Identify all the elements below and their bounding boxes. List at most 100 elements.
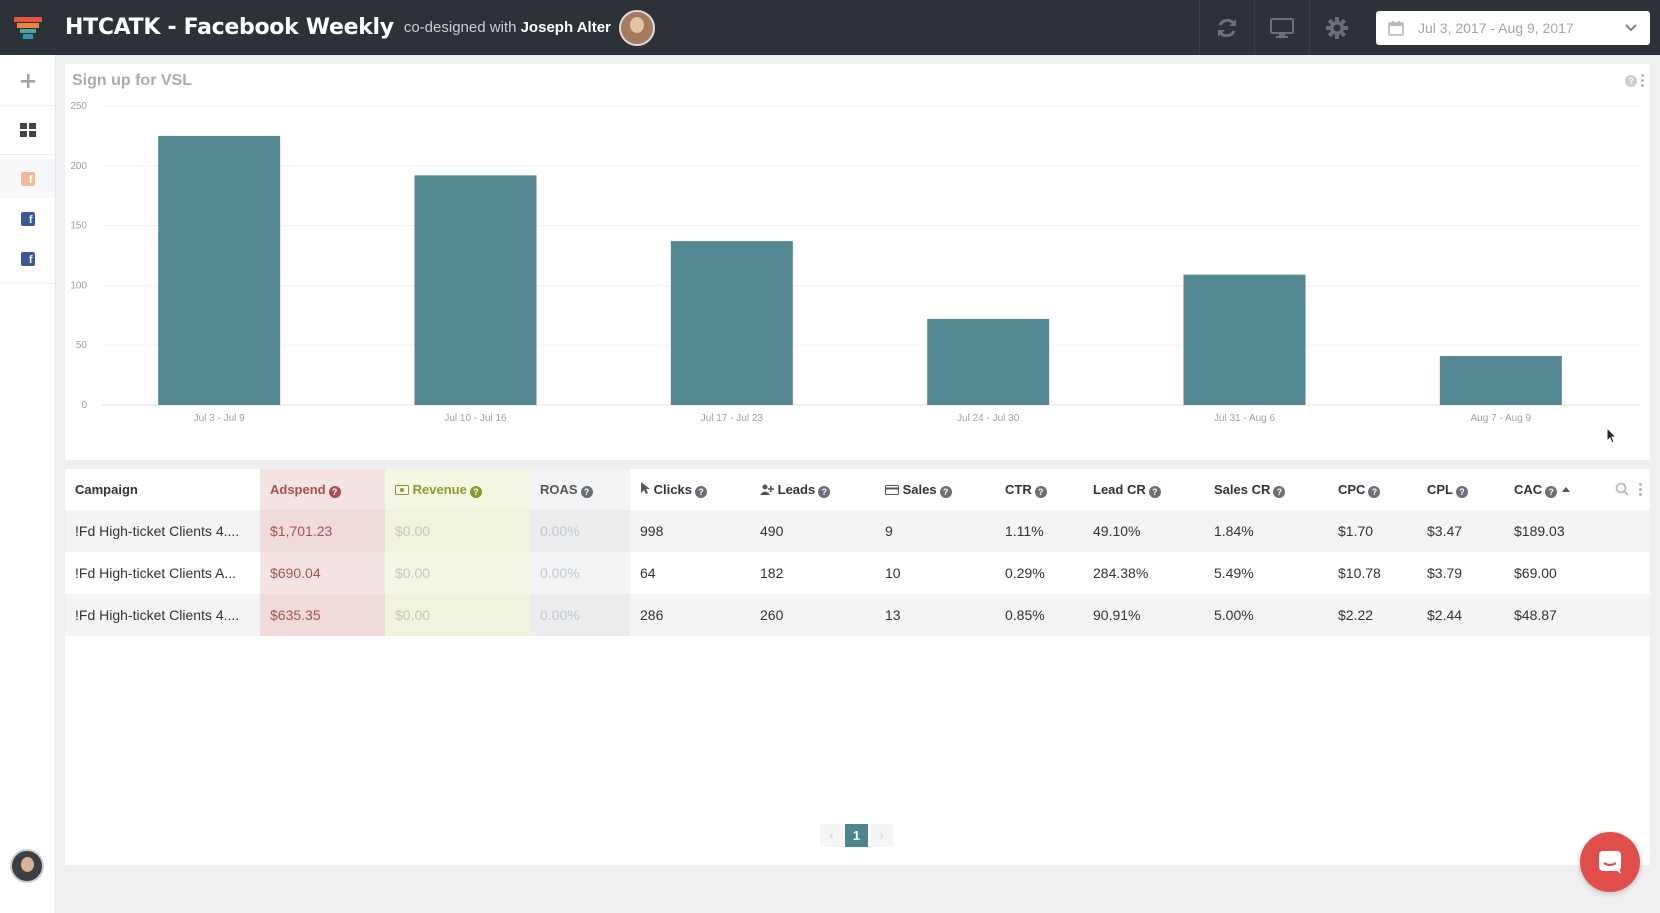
cell-adspend: $1,701.23 — [260, 510, 385, 552]
column-header-cpl[interactable]: CPL? — [1417, 469, 1504, 510]
calendar-icon — [1388, 20, 1404, 36]
bar — [927, 318, 1050, 405]
cell-campaign[interactable]: !Fd High-ticket Clients 4.... — [65, 594, 260, 636]
sidebar-item-dashboard[interactable] — [0, 110, 55, 150]
settings-button[interactable] — [1309, 0, 1364, 55]
plus-icon — [20, 74, 35, 88]
help-icon[interactable]: ? — [1273, 485, 1286, 498]
next-page-button[interactable]: › — [870, 824, 893, 847]
x-tick-label: Aug 7 - Aug 9 — [1471, 413, 1532, 424]
top-bar: HTCATK - Facebook Weekly co-designed wit… — [0, 0, 1660, 55]
chart-title: Sign up for VSL — [72, 72, 192, 89]
dashboard-title: HTCATK - Facebook Weekly — [65, 15, 394, 40]
cell-roas: 0.00% — [530, 552, 630, 594]
help-icon[interactable]: ? — [580, 485, 593, 498]
refresh-icon — [1218, 18, 1236, 37]
help-icon[interactable]: ? — [1034, 485, 1047, 498]
help-icon[interactable]: ? — [328, 485, 341, 498]
help-icon[interactable]: ? — [1625, 74, 1637, 87]
sidebar-divider — [0, 105, 55, 106]
cell-sales-cr: 5.49% — [1214, 565, 1254, 581]
help-icon[interactable]: ? — [818, 485, 831, 498]
cell-cpl: $2.44 — [1417, 594, 1504, 636]
sort-ascending-icon[interactable] — [1562, 486, 1571, 492]
facebook-icon: f — [20, 212, 35, 226]
grid-icon — [19, 123, 36, 137]
sidebar-item-facebook-active[interactable]: f — [0, 159, 55, 199]
y-tick-label: 100 — [70, 280, 87, 291]
cell-roas: 0.00% — [530, 594, 630, 636]
column-header-roas[interactable]: ROAS? — [530, 469, 630, 510]
add-widget-button[interactable] — [0, 61, 55, 101]
page-button-current[interactable]: 1 — [845, 824, 868, 847]
sidebar-item-facebook[interactable]: f — [0, 199, 55, 239]
cell-cpc: $2.22 — [1328, 594, 1417, 636]
table-row[interactable]: !Fd High-ticket Clients 4.... $1,701.23 … — [65, 510, 1650, 552]
prev-page-button[interactable]: ‹ — [820, 824, 843, 847]
help-icon[interactable]: ? — [939, 485, 952, 498]
cell-leads: 490 — [750, 510, 875, 552]
column-header-adspend[interactable]: Adspend? — [260, 469, 385, 510]
column-header-cac[interactable]: CAC? — [1504, 469, 1650, 510]
x-tick-label: Jul 3 - Jul 9 — [194, 413, 246, 424]
column-header-lead-cr[interactable]: Lead CR? — [1083, 469, 1204, 510]
table-row[interactable]: !Fd High-ticket Clients 4.... $635.35 $0… — [65, 594, 1650, 636]
monitor-icon — [1270, 17, 1294, 38]
cell-cpl: $3.79 — [1427, 565, 1463, 581]
cell-clicks: 998 — [630, 510, 750, 552]
column-header-leads[interactable]: Leads? — [750, 469, 875, 510]
sidebar-divider — [0, 283, 55, 284]
help-icon[interactable]: ? — [1368, 485, 1381, 498]
user-avatar[interactable] — [10, 849, 44, 883]
cell-sales: 13 — [875, 594, 995, 636]
pagination: ‹ 1 › — [820, 824, 893, 847]
help-icon[interactable]: ? — [469, 485, 482, 498]
cell-revenue: $0.00 — [385, 552, 530, 594]
cell-revenue: $0.00 — [385, 510, 530, 552]
column-header-cpc[interactable]: CPC? — [1328, 469, 1417, 510]
table-row[interactable]: !Fd High-ticket Clients A... $690.04 $0.… — [65, 552, 1650, 594]
help-icon[interactable]: ? — [1456, 485, 1468, 498]
more-options-icon[interactable] — [1641, 74, 1644, 87]
cell-ctr: 0.85% — [995, 594, 1083, 636]
presentation-button[interactable] — [1254, 0, 1309, 55]
chevron-down-icon — [1625, 23, 1637, 31]
x-tick-label: Jul 24 - Jul 30 — [957, 413, 1020, 424]
top-actions: Jul 3, 2017 - Aug 9, 2017 — [1199, 0, 1660, 55]
more-options-icon[interactable] — [1639, 482, 1642, 496]
column-header-sales[interactable]: Sales? — [875, 469, 995, 510]
bar — [158, 135, 281, 405]
cell-campaign[interactable]: !Fd High-ticket Clients A... — [75, 565, 237, 581]
credit-card-icon — [885, 484, 899, 495]
facebook-icon: f — [20, 252, 35, 266]
cell-leads: 182 — [760, 565, 784, 581]
sidebar-divider — [0, 154, 55, 155]
y-tick-label: 250 — [70, 101, 87, 112]
cell-leads: 260 — [750, 594, 875, 636]
funnel-logo-icon[interactable] — [0, 0, 55, 55]
sidebar-item-facebook[interactable]: f — [0, 239, 55, 279]
help-icon[interactable]: ? — [694, 485, 707, 498]
refresh-button[interactable] — [1199, 0, 1254, 55]
column-header-revenue[interactable]: Revenue? — [385, 469, 530, 510]
column-header-sales-cr[interactable]: Sales CR? — [1204, 469, 1328, 510]
codesigner-avatar[interactable] — [618, 9, 655, 46]
column-header-ctr[interactable]: CTR? — [995, 469, 1083, 510]
help-icon[interactable]: ? — [1545, 485, 1558, 498]
y-tick-label: 0 — [81, 400, 87, 411]
codesign-name[interactable]: Joseph Alter — [520, 19, 611, 36]
chat-launcher-button[interactable] — [1580, 832, 1640, 892]
y-tick-label: 50 — [76, 340, 88, 351]
user-plus-icon — [760, 484, 774, 495]
cell-campaign[interactable]: !Fd High-ticket Clients 4.... — [65, 510, 260, 552]
bar — [1439, 355, 1562, 405]
date-range-picker[interactable]: Jul 3, 2017 - Aug 9, 2017 — [1376, 10, 1650, 45]
codesign-text: co-designed with Joseph Alter — [404, 19, 611, 36]
x-tick-label: Jul 17 - Jul 23 — [701, 413, 764, 424]
search-icon[interactable] — [1615, 482, 1629, 496]
column-header-clicks[interactable]: Clicks? — [630, 469, 750, 510]
help-icon[interactable]: ? — [1148, 485, 1161, 498]
column-header-campaign[interactable]: Campaign — [75, 482, 138, 497]
bar — [414, 175, 537, 405]
cell-ctr: 0.29% — [1005, 565, 1045, 581]
